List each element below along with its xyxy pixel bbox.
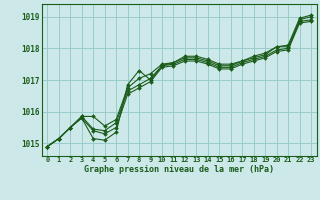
- X-axis label: Graphe pression niveau de la mer (hPa): Graphe pression niveau de la mer (hPa): [84, 165, 274, 174]
